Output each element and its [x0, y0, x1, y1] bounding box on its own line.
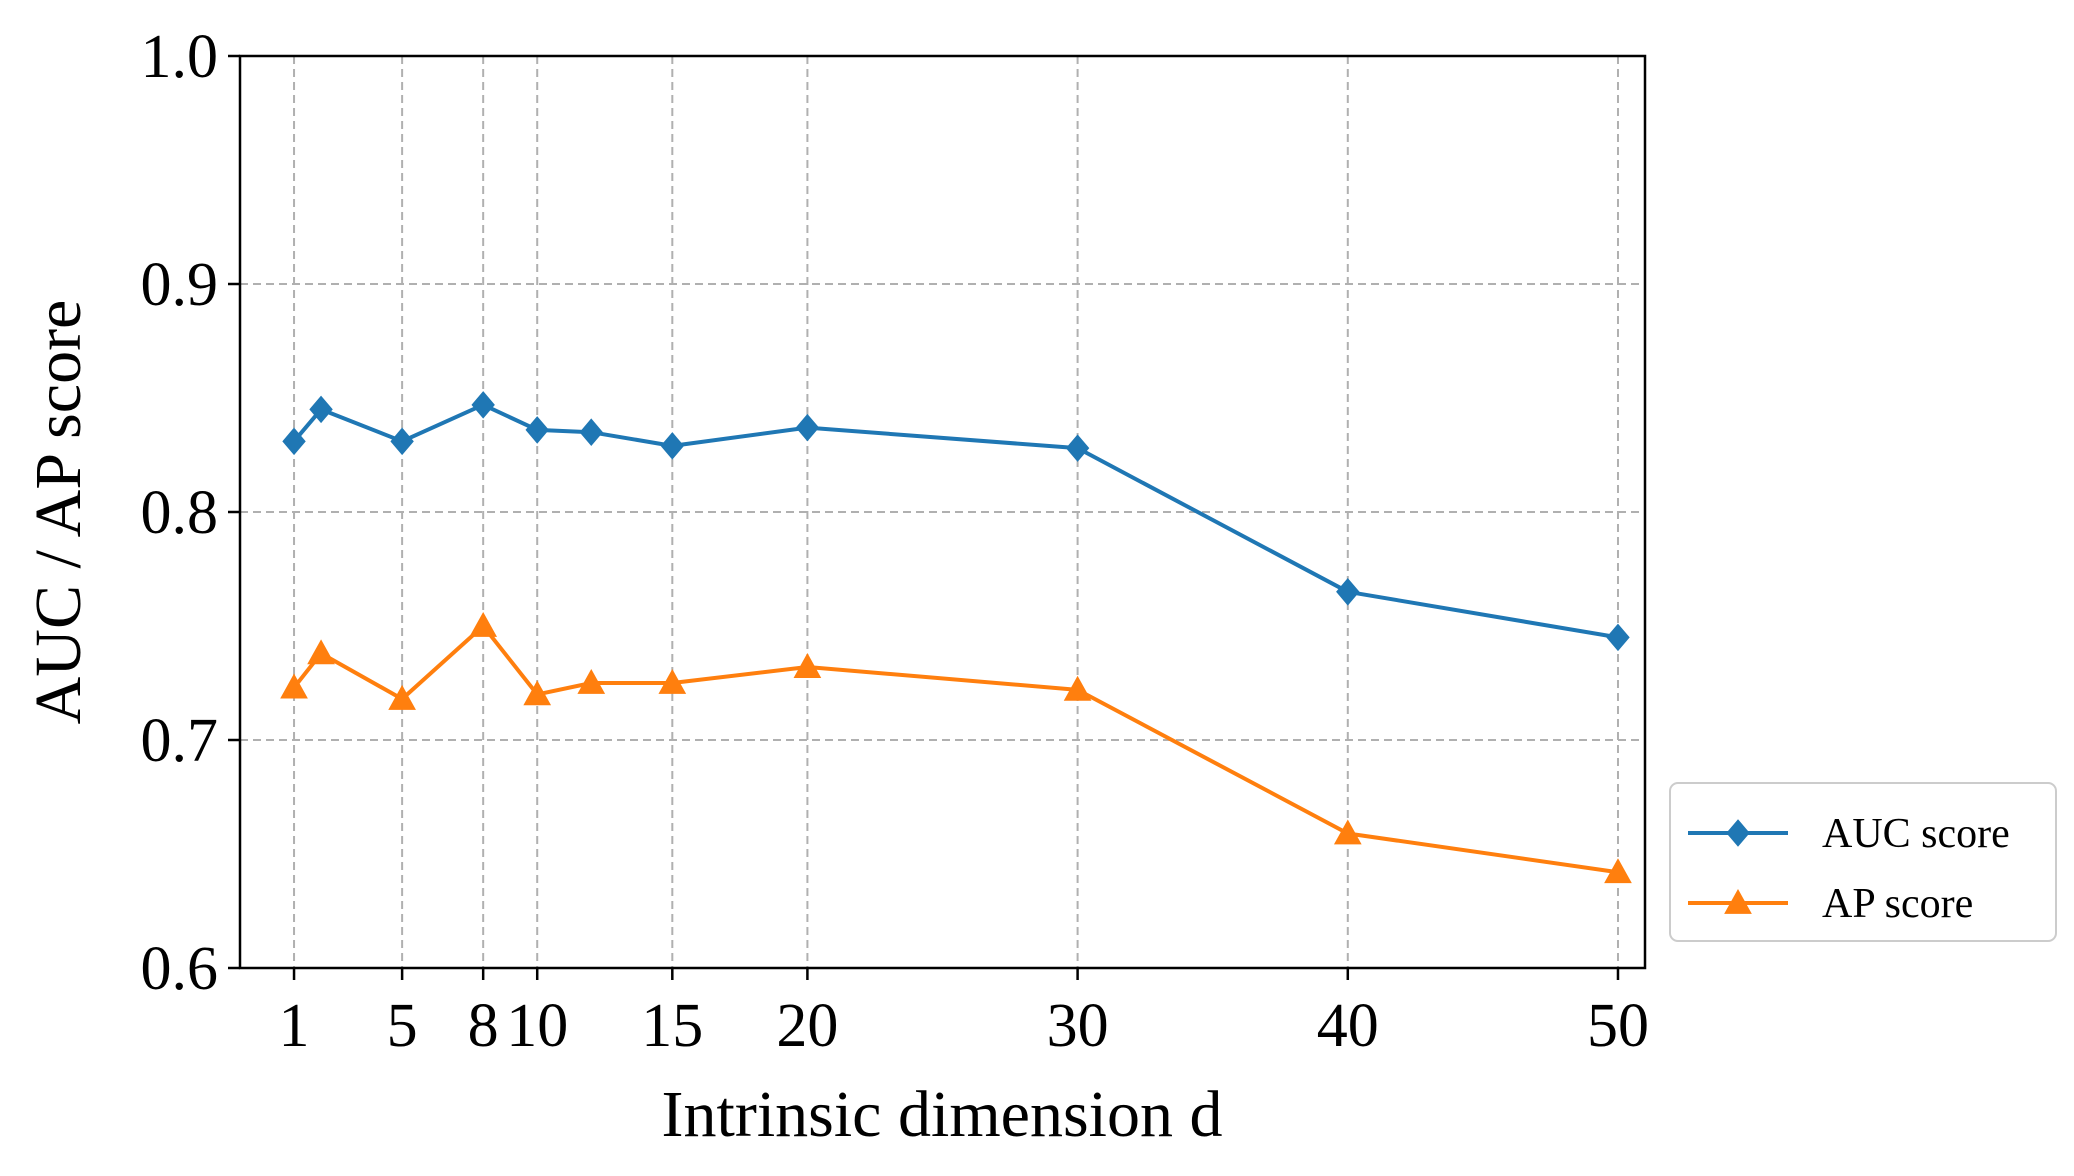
series-layer [280, 391, 1632, 884]
x-axis-title: Intrinsic dimension d [662, 1078, 1223, 1151]
x-tick-label: 5 [387, 992, 418, 1060]
auc-score-point [390, 427, 414, 456]
legend-entries: AUC score AP score [1688, 811, 2010, 927]
auc-score-point [282, 427, 306, 456]
axis-ticks: 1 5 8 10 15 20 30 40 500.60.70.80.91.0 [141, 23, 1649, 1060]
x-tick-label: 15 [641, 992, 703, 1060]
legend-entry-ap-score: AP score [1688, 881, 1973, 927]
y-tick-label: 0.8 [141, 479, 219, 547]
legend: AUC score AP score [1669, 782, 2057, 942]
auc-score-point [660, 432, 685, 460]
auc-score-point [309, 395, 333, 424]
y-tick-label: 0.9 [141, 251, 219, 319]
x-tick-label: 10 [506, 992, 568, 1060]
auc-score-point [795, 413, 820, 442]
auc-score-series [282, 391, 1630, 652]
auc-score-line [292, 402, 1619, 640]
ap-score-point [577, 668, 606, 694]
auc-score-point [471, 391, 495, 419]
legend-label-ap-score: AP score [1822, 881, 1973, 927]
x-tick-label: 50 [1587, 992, 1649, 1060]
auc-score-point [579, 418, 603, 446]
auc-score-point [1065, 434, 1090, 462]
x-tick-label: 40 [1317, 992, 1379, 1060]
x-tick-label: 8 [468, 992, 499, 1060]
x-tick-label: 20 [776, 992, 838, 1060]
legend-entry-auc-score: AUC score [1688, 811, 2010, 857]
legend-marker-ap-score [1724, 888, 1752, 914]
ap-score-point [1063, 675, 1092, 701]
y-tick-label: 0.7 [141, 707, 219, 775]
auc-score-point [1606, 623, 1630, 652]
ap-score-point [1333, 819, 1362, 845]
ap-score-point [523, 680, 552, 706]
ap-score-point [280, 673, 308, 699]
auc-score-point [1336, 578, 1360, 606]
x-tick-label: 1 [279, 992, 310, 1060]
grid-lines [240, 55, 1645, 969]
legend-marker-auc-score [1726, 819, 1750, 847]
ap-score-point [658, 668, 687, 694]
auc-score-point [525, 416, 549, 444]
ap-score-series [280, 611, 1632, 884]
ap-score-point [388, 684, 416, 710]
ap-score-point [1604, 858, 1632, 884]
y-tick-label: 0.6 [141, 935, 219, 1003]
ap-score-point [307, 639, 335, 665]
y-axis-title: AUC / AP score [22, 300, 95, 725]
ap-score-line [292, 624, 1619, 875]
y-tick-label: 1.0 [141, 23, 219, 91]
x-tick-label: 30 [1047, 992, 1109, 1060]
ap-score-point [469, 611, 498, 637]
legend-label-auc-score: AUC score [1822, 811, 2010, 857]
ap-score-point [793, 653, 822, 678]
